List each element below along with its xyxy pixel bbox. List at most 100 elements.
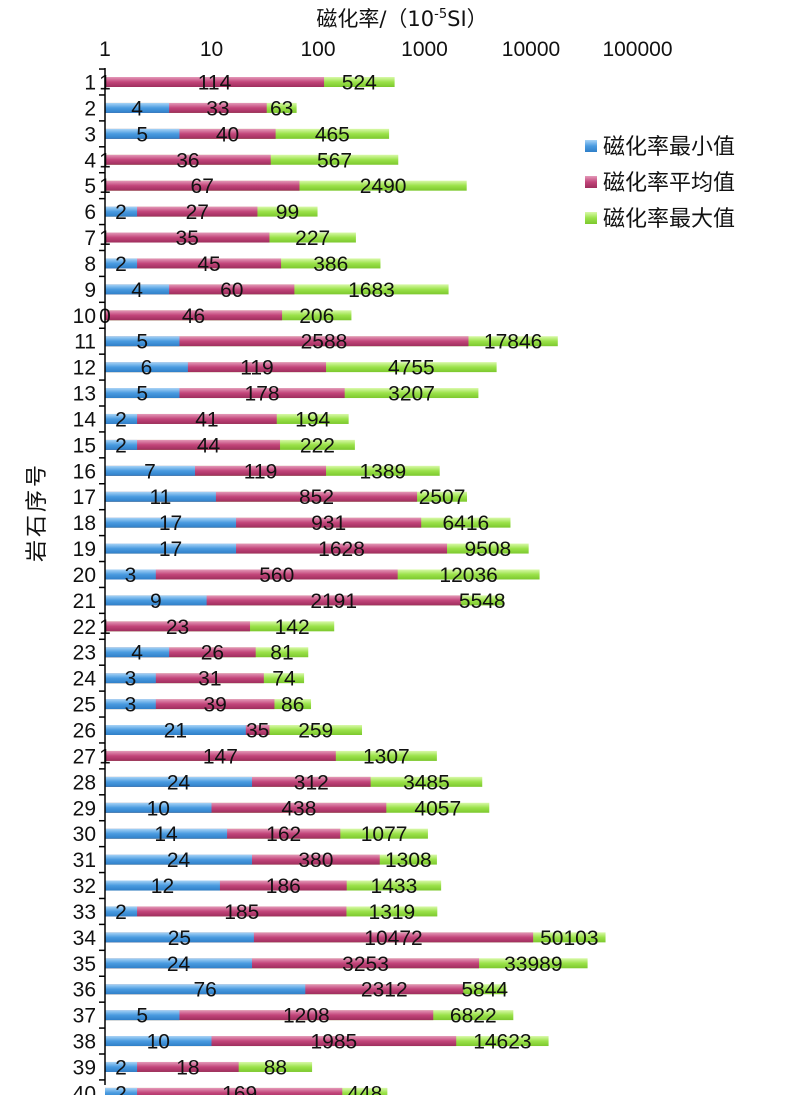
value-label-mean-20: 560: [259, 564, 294, 587]
bar-mean-13: [105, 388, 345, 399]
value-label-mean-34: 10472: [364, 927, 422, 950]
legend-swatch-mean: [585, 176, 597, 188]
value-label-mean-25: 39: [203, 694, 226, 717]
value-label-mean-33: 185: [224, 901, 259, 924]
bar-min-3: [105, 128, 180, 139]
value-label-max-20: 12036: [439, 564, 497, 587]
value-label-min-16: 7: [144, 460, 156, 483]
value-label-mean-23: 26: [201, 642, 224, 665]
bar-mean-25: [105, 699, 275, 710]
category-label-39: 39: [73, 1056, 96, 1079]
category-label-30: 30: [73, 823, 96, 846]
value-label-mean-31: 380: [298, 849, 333, 872]
value-label-min-32: 12: [151, 875, 174, 898]
value-label-max-9: 1683: [348, 279, 395, 302]
category-label-8: 8: [84, 253, 96, 276]
value-label-mean-16: 119: [244, 460, 277, 483]
bar-min-26: [105, 725, 246, 735]
category-label-27: 27: [73, 745, 96, 768]
bar-mean-29: [105, 802, 387, 813]
bar-mean-4: [105, 154, 271, 165]
bar-min-37: [105, 1010, 180, 1021]
value-label-min-12: 6: [141, 357, 153, 380]
bar-mean-22: [105, 621, 251, 632]
value-label-mean-37: 1208: [283, 1005, 330, 1028]
bar-min-40: [105, 1087, 138, 1095]
bar-min-11: [105, 336, 180, 347]
category-label-36: 36: [73, 979, 96, 1002]
bar-mean-20: [105, 569, 398, 580]
bar-mean-17: [105, 491, 418, 502]
value-label-mean-29: 438: [281, 797, 316, 820]
category-label-2: 2: [84, 97, 96, 120]
value-label-min-39: 2: [115, 1056, 127, 1079]
value-label-mean-21: 2191: [310, 590, 357, 613]
value-label-mean-36: 2312: [361, 979, 408, 1002]
value-label-min-26: 21: [164, 720, 187, 743]
bar-mean-7: [105, 232, 270, 243]
bar-mean-9: [105, 284, 295, 295]
value-label-mean-27: 147: [203, 745, 238, 768]
value-label-mean-5: 67: [191, 175, 214, 198]
category-label-35: 35: [73, 953, 96, 976]
value-label-mean-15: 44: [197, 434, 221, 457]
value-label-mean-7: 35: [176, 227, 199, 250]
bars: [105, 77, 606, 1095]
value-label-max-31: 1308: [385, 849, 432, 872]
legend-swatch-max: [585, 212, 597, 224]
value-label-max-7: 227: [295, 227, 330, 250]
value-label-min-3: 5: [136, 123, 148, 146]
category-label-3: 3: [84, 123, 96, 146]
chart-title-exponent: -5: [434, 7, 447, 22]
bar-mean-14: [105, 413, 277, 424]
value-label-min-29: 10: [147, 797, 170, 820]
value-label-min-34: 25: [168, 927, 191, 950]
bar-mean-23: [105, 647, 256, 658]
value-label-max-17: 2507: [419, 486, 466, 509]
bar-min-33: [105, 906, 138, 917]
category-label-29: 29: [73, 797, 96, 820]
bar-mean-38: [105, 1036, 457, 1047]
bar-min-32: [105, 880, 220, 891]
category-label-33: 33: [73, 901, 96, 924]
value-label-min-14: 2: [115, 408, 127, 431]
value-label-max-21: 5548: [459, 590, 506, 613]
bar-mean-1: [105, 77, 325, 87]
bar-min-25: [105, 699, 156, 710]
category-label-22: 22: [73, 616, 96, 639]
value-label-min-17: 11: [150, 486, 172, 509]
value-label-min-11: 5: [136, 331, 148, 354]
bar-min-6: [105, 206, 138, 217]
value-label-max-23: 81: [270, 642, 293, 665]
bar-mean-15: [105, 439, 281, 450]
category-label-11: 11: [74, 331, 96, 354]
category-label-25: 25: [73, 694, 96, 717]
x-tick-label: 10: [200, 38, 223, 61]
value-label-min-33: 2: [115, 901, 127, 924]
category-label-18: 18: [73, 512, 96, 535]
bar-mean-11: [105, 336, 469, 347]
legend-swatch-min: [585, 140, 597, 152]
bar-mean-6: [105, 206, 258, 217]
category-label-15: 15: [73, 434, 96, 457]
bar-min-12: [105, 362, 188, 373]
bar-mean-24: [105, 673, 264, 684]
bar-mean-40: [105, 1087, 343, 1095]
category-labels: 1234567891011121314151617181920212223242…: [73, 68, 105, 1095]
category-label-28: 28: [73, 771, 96, 794]
value-label-min-23: 4: [131, 642, 143, 665]
bar-mean-33: [105, 906, 347, 917]
legend-label-max: 磁化率最大值: [603, 207, 735, 232]
category-label-9: 9: [84, 279, 96, 302]
value-label-min-38: 10: [147, 1031, 170, 1054]
x-tick-label: 10000: [502, 38, 560, 61]
category-label-21: 21: [73, 590, 96, 613]
value-label-max-15: 222: [300, 434, 335, 457]
chart-title-suffix: SI）: [447, 7, 488, 31]
bar-min-24: [105, 673, 156, 684]
value-label-min-21: 9: [150, 590, 162, 613]
category-label-14: 14: [73, 408, 97, 431]
value-label-max-2: 63: [270, 97, 293, 120]
value-label-mean-2: 33: [206, 97, 229, 120]
value-label-mean-40: 169: [222, 1082, 257, 1095]
